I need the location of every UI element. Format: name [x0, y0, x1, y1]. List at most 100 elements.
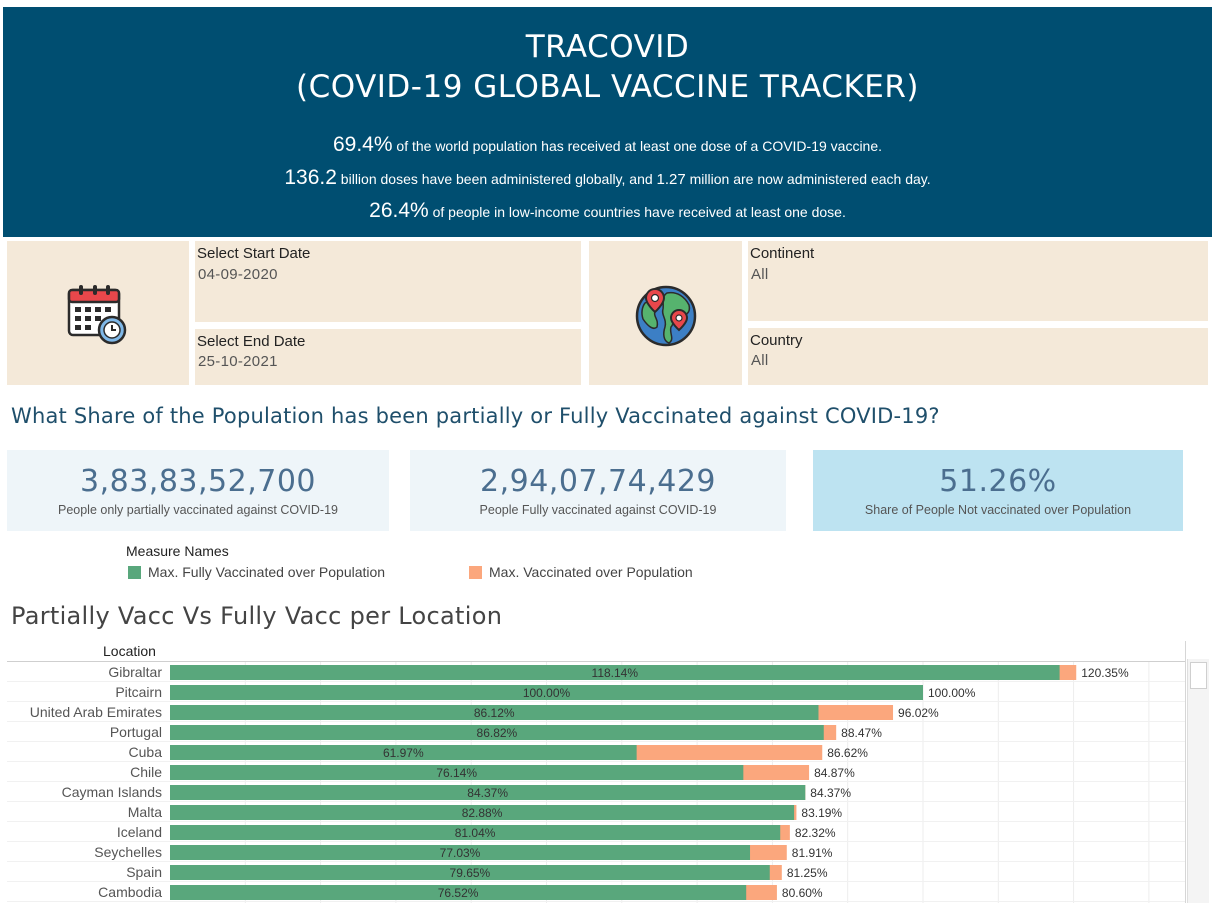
bar-label-vaccinated: 81.91%: [792, 846, 833, 860]
bar-label-fully: 84.37%: [467, 786, 508, 800]
country-filter[interactable]: Country All: [748, 328, 1208, 385]
location-label: Chile: [130, 764, 162, 780]
legend-label-vaccinated: Max. Vaccinated over Population: [489, 564, 693, 580]
kpi-value: 51.26%: [939, 464, 1057, 499]
end-date-value[interactable]: 25-10-2021: [198, 353, 278, 370]
bar-label-vaccinated: 100.00%: [928, 686, 976, 700]
bar-fully-vaccinated[interactable]: [170, 805, 795, 820]
calendar-icon-panel: [7, 241, 189, 385]
end-date-filter[interactable]: Select End Date 25-10-2021: [195, 329, 581, 385]
continent-label: Continent: [750, 245, 815, 262]
chart-header-divider: [7, 661, 1185, 662]
continent-value[interactable]: All: [751, 266, 769, 283]
bar-fully-vaccinated[interactable]: [170, 885, 747, 900]
bar-label-vaccinated: 88.47%: [841, 726, 882, 740]
bar-label-vaccinated: 80.60%: [782, 886, 823, 900]
continent-filter[interactable]: Continent All: [748, 241, 1208, 321]
globe-icon-panel: [589, 241, 742, 385]
stat-text: of people in low-income countries have r…: [428, 204, 846, 220]
bar-label-vaccinated: 96.02%: [898, 706, 939, 720]
legend-title: Measure Names: [126, 543, 229, 559]
bar-fully-vaccinated[interactable]: [170, 785, 806, 800]
bar-label-fully: 86.82%: [477, 726, 518, 740]
bar-label-fully: 82.88%: [462, 806, 503, 820]
bar-fully-vaccinated[interactable]: [170, 845, 751, 860]
bar-fully-vaccinated[interactable]: [170, 825, 781, 840]
bar-label-vaccinated: 82.32%: [795, 826, 836, 840]
bar-label-vaccinated: 84.37%: [810, 786, 851, 800]
bar-label-fully: 118.14%: [592, 666, 639, 680]
bar-fully-vaccinated[interactable]: [170, 765, 744, 780]
location-label: Malta: [128, 804, 162, 820]
bar-label-vaccinated: 81.25%: [787, 866, 828, 880]
bar-fully-vaccinated[interactable]: [170, 665, 1060, 680]
kpi-caption: People only partially vaccinated against…: [57, 503, 338, 517]
location-label: Pitcairn: [115, 684, 162, 700]
bar-label-vaccinated: 84.87%: [814, 766, 855, 780]
end-date-label: Select End Date: [197, 333, 306, 350]
dashboard-subtitle: (COVID-19 GLOBAL VACCINE TRACKER): [295, 69, 919, 105]
stat-text: billion doses have been administered glo…: [336, 171, 657, 187]
bar-fully-vaccinated[interactable]: [170, 745, 637, 760]
bar-label-fully: 61.97%: [383, 746, 424, 760]
kpi-value: 2,94,07,74,429: [479, 464, 716, 499]
location-column-header: Location: [103, 643, 156, 659]
kpi-not-vaccinated-share: 51.26% Share of People Not vaccinated ov…: [813, 450, 1183, 531]
calendar-clock-icon: [67, 285, 127, 345]
dashboard-title: TRACOVID: [525, 29, 690, 65]
chart-right-border: [1185, 641, 1186, 903]
legend-label-fully: Max. Fully Vaccinated over Population: [148, 564, 386, 580]
country-label: Country: [750, 332, 803, 349]
scrollbar-thumb[interactable]: [1190, 662, 1207, 689]
bar-fully-vaccinated[interactable]: [170, 705, 819, 720]
stat-value: 136.2: [284, 166, 337, 189]
bar-label-fully: 100.00%: [523, 686, 571, 700]
start-date-value[interactable]: 04-09-2020: [198, 266, 278, 283]
country-value[interactable]: All: [751, 352, 769, 369]
location-label: United Arab Emirates: [30, 704, 162, 720]
dashboard-header: TRACOVID (COVID-19 GLOBAL VACCINE TRACKE…: [3, 7, 1212, 237]
bar-fully-vaccinated[interactable]: [170, 725, 824, 740]
kpi-fully-vaccinated: 2,94,07,74,429 People Fully vaccinated a…: [410, 450, 786, 531]
legend-swatch-fully: [128, 565, 141, 579]
kpi-caption: People Fully vaccinated against COVID-19: [479, 503, 717, 517]
location-label: Cuba: [129, 744, 163, 760]
start-date-filter[interactable]: Select Start Date 04-09-2020: [195, 241, 581, 322]
globe-pin-icon: [635, 285, 697, 347]
location-label: Iceland: [117, 824, 162, 840]
bar-chart: Gibraltar 118.14% 120.35% Pitcairn 100.00% 10…: [7, 662, 1185, 903]
stat-value-daily: 1.27: [656, 171, 686, 188]
stat-doses: 136.2 billion doses have been administer…: [3, 166, 1212, 190]
bar-label-fully: 79.65%: [450, 866, 491, 880]
bar-fully-vaccinated[interactable]: [170, 685, 923, 700]
location-label: Spain: [126, 864, 162, 880]
bar-label-vaccinated: 86.62%: [827, 746, 868, 760]
stat-text: million are now administered each day.: [685, 171, 931, 187]
location-label: Seychelles: [94, 844, 162, 860]
bar-label-fully: 86.12%: [474, 706, 515, 720]
location-label: Cayman Islands: [62, 784, 162, 800]
start-date-label: Select Start Date: [197, 245, 311, 262]
stat-text: of the world population has received at …: [392, 138, 883, 154]
location-label: Cambodia: [98, 884, 162, 900]
kpi-partially-vaccinated: 3,83,83,52,700 People only partially vac…: [7, 450, 389, 531]
bar-label-fully: 76.14%: [436, 766, 477, 780]
chart-title: Partially Vacc Vs Fully Vacc per Locatio…: [11, 602, 503, 630]
legend-item-vaccinated[interactable]: Max. Vaccinated over Population: [469, 564, 693, 580]
bar-fully-vaccinated[interactable]: [170, 865, 770, 880]
location-label: Portugal: [110, 724, 162, 740]
bar-label-fully: 77.03%: [440, 846, 481, 860]
kpi-value: 3,83,83,52,700: [79, 464, 316, 499]
bar-label-vaccinated: 83.19%: [801, 806, 842, 820]
stat-world-population: 69.4% of the world population has receiv…: [3, 133, 1212, 157]
kpi-caption: Share of People Not vaccinated over Popu…: [864, 503, 1132, 517]
bar-label-fully: 76.52%: [438, 886, 479, 900]
stat-value: 26.4%: [369, 199, 429, 222]
location-label: Gibraltar: [108, 664, 162, 680]
section-question: What Share of the Population has been pa…: [11, 404, 940, 428]
legend-item-fully[interactable]: Max. Fully Vaccinated over Population: [128, 564, 385, 580]
chart-scrollbar[interactable]: [1187, 659, 1209, 903]
bar-label-vaccinated: 120.35%: [1081, 666, 1129, 680]
stat-low-income: 26.4% of people in low-income countries …: [3, 199, 1212, 223]
bar-label-fully: 81.04%: [455, 826, 496, 840]
